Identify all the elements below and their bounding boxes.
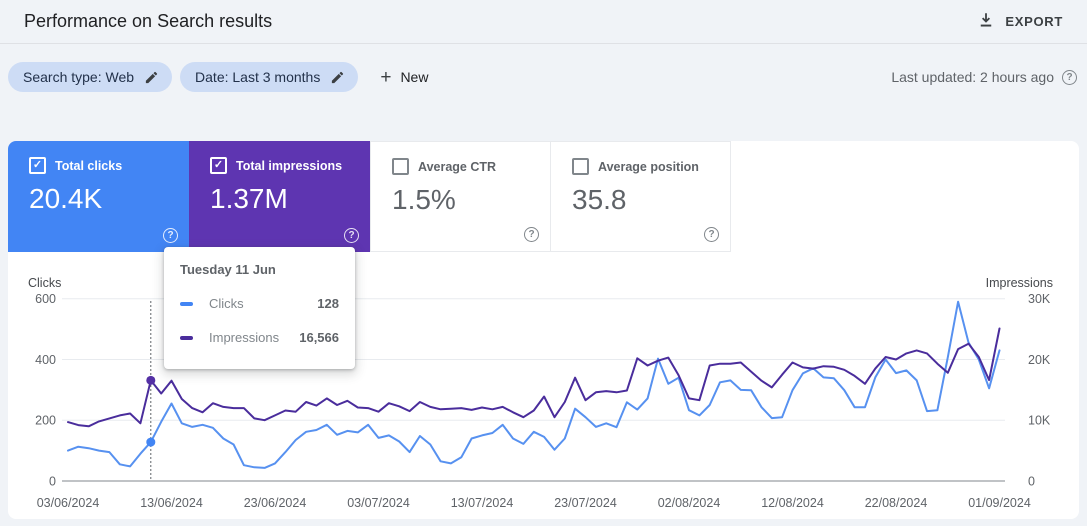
checkbox-total-clicks[interactable]: ✓ — [29, 157, 46, 174]
card-label: Average position — [598, 159, 699, 174]
right-axis-title: Impressions — [986, 276, 1053, 290]
x-axis-tick: 03/06/2024 — [37, 496, 100, 510]
right-axis-tick: 30K — [1028, 292, 1051, 306]
filter-chip-search-type[interactable]: Search type: Web — [8, 62, 173, 92]
filter-chip-date[interactable]: Date: Last 3 months — [180, 62, 359, 92]
help-icon[interactable]: ? — [163, 228, 178, 243]
impressions-line — [67, 327, 1001, 428]
pencil-icon[interactable] — [144, 70, 159, 85]
left-axis-tick: 600 — [35, 292, 56, 306]
filter-bar: Search type: Web Date: Last 3 months + N… — [8, 60, 1077, 94]
x-axis-tick: 02/08/2024 — [658, 496, 721, 510]
help-icon[interactable]: ? — [344, 228, 359, 243]
x-axis-tick: 13/06/2024 — [140, 496, 203, 510]
card-value: 20.4K — [29, 183, 103, 214]
card-label: Total impressions — [236, 158, 343, 173]
x-axis-tick: 03/07/2024 — [347, 496, 410, 510]
left-axis-title: Clicks — [28, 276, 61, 290]
card-value: 1.5% — [392, 184, 456, 215]
chart-tooltip: Tuesday 11 Jun Clicks 128 Impressions 16… — [164, 247, 355, 369]
card-average-ctr[interactable]: ✓ Average CTR 1.5% ? — [370, 141, 551, 252]
clicks-legend-dash-icon — [180, 301, 193, 306]
x-axis-tick: 12/08/2024 — [761, 496, 824, 510]
tooltip-label: Clicks — [209, 296, 244, 311]
export-label: EXPORT — [1005, 14, 1063, 29]
card-value: 35.8 — [572, 184, 627, 215]
new-filter-button[interactable]: + New — [380, 68, 428, 87]
left-axis-tick: 200 — [35, 414, 56, 428]
clicks-hover-dot — [146, 437, 156, 447]
right-axis-tick: 0 — [1028, 475, 1035, 489]
tooltip-value: 128 — [317, 296, 339, 311]
left-axis-tick: 400 — [35, 353, 56, 367]
last-updated-text: Last updated: 2 hours ago — [891, 69, 1054, 85]
card-label: Average CTR — [418, 159, 497, 174]
export-button[interactable]: EXPORT — [967, 5, 1073, 38]
page-title: Performance on Search results — [24, 11, 273, 31]
tooltip-row-clicks: Clicks 128 — [180, 296, 339, 311]
card-total-impressions[interactable]: ✓ Total impressions 1.37M ? — [189, 141, 370, 252]
impressions-legend-dash-icon — [180, 335, 193, 340]
left-axis-tick: 0 — [49, 475, 56, 489]
checkbox-average-ctr[interactable]: ✓ — [392, 158, 409, 175]
new-filter-label: New — [400, 69, 429, 85]
help-icon[interactable]: ? — [1062, 69, 1077, 85]
x-axis-tick: 23/06/2024 — [244, 496, 307, 510]
last-updated: Last updated: 2 hours ago ? — [891, 69, 1077, 85]
help-icon[interactable]: ? — [524, 227, 539, 242]
tooltip-label: Impressions — [209, 330, 280, 345]
help-icon[interactable]: ? — [704, 227, 719, 242]
card-total-clicks[interactable]: ✓ Total clicks 20.4K ? — [8, 141, 189, 252]
plus-icon: + — [380, 66, 392, 88]
filter-chip-label: Date: Last 3 months — [195, 69, 321, 85]
right-axis-tick: 20K — [1028, 353, 1051, 367]
download-icon — [977, 11, 995, 32]
pencil-icon[interactable] — [330, 70, 345, 85]
tooltip-value: 16,566 — [299, 330, 339, 345]
filter-chip-label: Search type: Web — [23, 69, 135, 85]
card-average-position[interactable]: ✓ Average position 35.8 ? — [550, 141, 731, 252]
top-bar: Performance on Search results EXPORT — [0, 0, 1087, 44]
x-axis-tick: 23/07/2024 — [554, 496, 617, 510]
checkbox-total-impressions[interactable]: ✓ — [210, 157, 227, 174]
card-label: Total clicks — [55, 158, 123, 173]
tooltip-row-impressions: Impressions 16,566 — [180, 330, 339, 345]
x-axis-tick: 13/07/2024 — [451, 496, 514, 510]
checkbox-average-position[interactable]: ✓ — [572, 158, 589, 175]
card-value: 1.37M — [210, 183, 288, 214]
impressions-hover-dot — [146, 375, 156, 385]
right-axis-tick: 10K — [1028, 414, 1051, 428]
x-axis-tick: 01/09/2024 — [968, 496, 1031, 510]
metric-cards: ✓ Total clicks 20.4K ? ✓ Total impressio… — [8, 141, 731, 252]
x-axis-tick: 22/08/2024 — [865, 496, 928, 510]
tooltip-date: Tuesday 11 Jun — [180, 262, 276, 277]
clicks-line — [67, 300, 1001, 469]
